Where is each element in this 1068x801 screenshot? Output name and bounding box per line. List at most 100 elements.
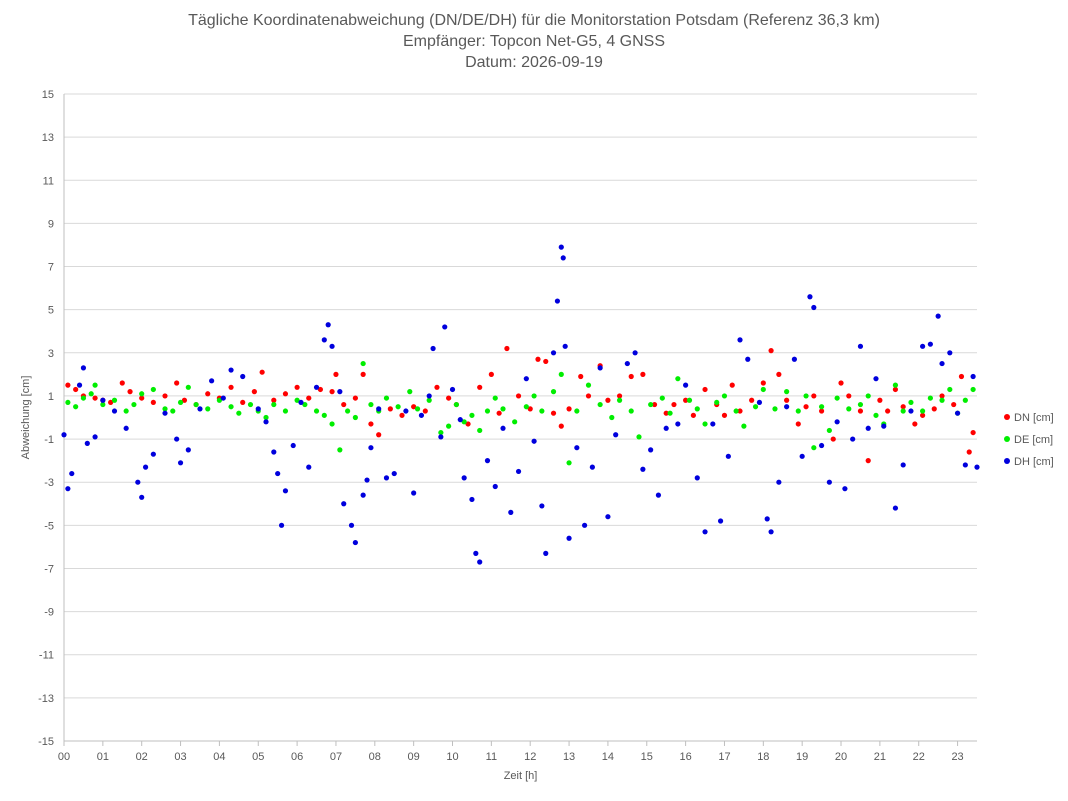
data-point (560, 255, 566, 261)
data-point (185, 384, 191, 390)
data-point (768, 348, 774, 354)
data-point (597, 365, 603, 371)
data-point (515, 468, 522, 475)
y-tick-label: -13 (38, 693, 54, 705)
data-point (383, 395, 390, 401)
data-point (741, 423, 747, 429)
data-point (857, 408, 864, 414)
x-tick-label: 21 (874, 751, 886, 763)
chart-title: Tägliche Koordinatenabweichung (DN/DE/DH… (188, 12, 880, 29)
data-point (846, 406, 852, 412)
data-point (492, 395, 498, 401)
data-point (100, 401, 106, 408)
data-point (341, 401, 347, 408)
data-point (539, 408, 545, 414)
data-point (399, 412, 405, 418)
x-tick-label: 06 (291, 751, 303, 763)
x-axis-label: Zeit [h] (504, 770, 538, 782)
data-point (205, 391, 211, 397)
series-2 (65, 360, 976, 466)
data-point (729, 382, 735, 388)
data-point (92, 382, 98, 388)
data-point (865, 393, 871, 399)
data-point (749, 397, 755, 403)
data-point (368, 401, 374, 408)
data-point (329, 421, 335, 427)
data-point (702, 529, 708, 535)
data-point (453, 401, 459, 408)
data-point (725, 453, 731, 459)
data-point (585, 382, 592, 388)
data-point (655, 492, 662, 498)
data-point (900, 408, 906, 414)
data-point (920, 408, 926, 414)
data-point (951, 401, 957, 408)
data-point (228, 384, 234, 390)
data-point (488, 371, 494, 377)
data-point (702, 386, 708, 393)
data-point (321, 337, 327, 343)
data-point (795, 408, 801, 414)
data-point (442, 324, 448, 330)
data-point (531, 393, 537, 399)
x-tick-label: 10 (446, 751, 458, 763)
data-point (721, 393, 728, 399)
data-point (150, 386, 156, 393)
axes (63, 94, 977, 746)
data-point (609, 414, 615, 421)
data-point (496, 410, 502, 416)
y-tick-label: 9 (48, 218, 54, 230)
x-tick-label: 16 (679, 751, 691, 763)
data-point (624, 360, 630, 367)
data-point (220, 395, 226, 401)
data-point (663, 425, 669, 431)
data-point (582, 522, 588, 528)
data-point (628, 373, 634, 380)
x-tick-label: 12 (524, 751, 536, 763)
data-point (80, 395, 87, 401)
data-point (69, 470, 75, 477)
data-point (294, 384, 300, 390)
data-point (830, 436, 836, 442)
y-tick-labels: 15 13 11 9 7 5 3 1 -1 -3 -5 -7 -9 -11 -13 -15 (38, 89, 54, 748)
x-tick-label: 15 (641, 751, 653, 763)
data-point (768, 529, 774, 535)
legend: DN [cm] DE [cm] DH [cm] (1004, 412, 1054, 468)
data-point (259, 369, 265, 375)
data-point (240, 373, 246, 380)
data-point (733, 408, 739, 414)
data-point (139, 391, 145, 397)
data-point (302, 401, 308, 408)
data-point (119, 380, 125, 386)
data-point (694, 475, 700, 481)
data-point (135, 479, 141, 485)
data-point (352, 539, 358, 546)
data-point (667, 410, 673, 416)
data-point (566, 406, 572, 412)
x-tick-label: 13 (563, 751, 575, 763)
data-point (469, 496, 475, 503)
data-point (958, 373, 965, 380)
data-point (927, 341, 933, 347)
data-point (616, 393, 623, 399)
data-point (811, 393, 817, 399)
data-point (834, 419, 840, 425)
data-point (892, 382, 899, 388)
data-point (123, 425, 129, 431)
data-point (368, 421, 374, 427)
data-point (411, 404, 417, 410)
data-point (376, 432, 382, 438)
data-point (690, 412, 696, 418)
data-point (337, 389, 343, 395)
data-point (418, 412, 425, 418)
y-tick-label: -11 (39, 650, 54, 662)
data-point (892, 505, 899, 511)
data-point (962, 462, 968, 468)
data-point (290, 442, 296, 449)
data-point (515, 393, 522, 399)
data-point (473, 550, 479, 556)
data-point (449, 386, 456, 393)
data-point (434, 384, 440, 390)
